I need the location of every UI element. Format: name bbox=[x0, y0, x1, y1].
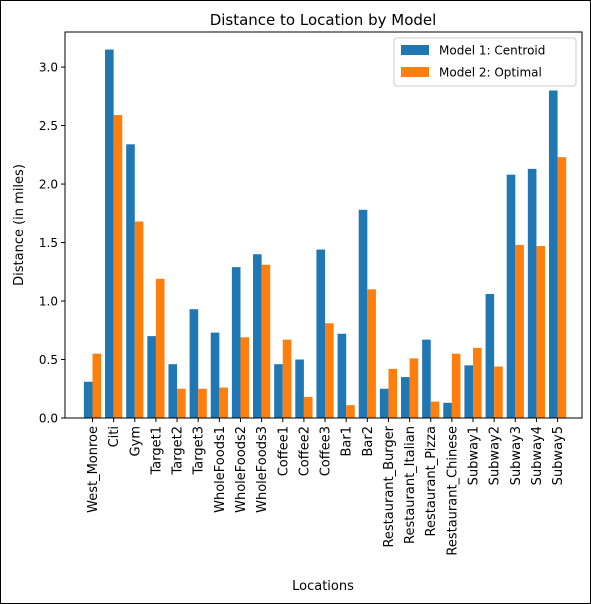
x-tick-label: Bar2 bbox=[361, 426, 376, 457]
bar-centroid-citi bbox=[105, 49, 114, 418]
bar-optimal-target3 bbox=[198, 388, 207, 418]
bar-optimal-target2 bbox=[177, 388, 186, 418]
bar-optimal-citi bbox=[113, 115, 123, 418]
bar-centroid-target2 bbox=[168, 364, 178, 418]
bar-centroid-wholefoods2 bbox=[231, 267, 241, 418]
bar-centroid-wholefoods1 bbox=[210, 332, 220, 418]
y-tick-label: 1.0 bbox=[39, 295, 58, 309]
bar-optimal-subway1 bbox=[473, 347, 482, 418]
x-tick-label: Subway5 bbox=[551, 426, 566, 485]
bar-centroid-target1 bbox=[147, 336, 156, 418]
bar-optimal-target1 bbox=[155, 278, 165, 418]
x-tick-label: Target1 bbox=[149, 426, 164, 476]
x-tick-label: Restaurant_Pizza bbox=[424, 426, 439, 536]
legend-swatch bbox=[401, 67, 429, 77]
x-tick-label: Restaurant_Chinese bbox=[445, 426, 460, 556]
x-tick-label: Subway3 bbox=[509, 426, 524, 485]
bar-centroid-subway4 bbox=[527, 168, 537, 418]
bars-group bbox=[83, 49, 567, 419]
legend-label: Model 2: Optimal bbox=[439, 66, 542, 80]
bar-optimal-subway2 bbox=[494, 366, 503, 418]
bar-centroid-coffee2 bbox=[295, 359, 304, 418]
x-tick-label: Subway1 bbox=[467, 426, 482, 485]
bar-optimal-subway4 bbox=[536, 246, 546, 418]
bar-optimal-coffee3 bbox=[325, 323, 334, 418]
bar-centroid-coffee3 bbox=[316, 249, 326, 418]
bar-optimal-coffee2 bbox=[303, 396, 313, 418]
y-tick-label: 3.0 bbox=[39, 61, 58, 75]
x-tick-label: Bar1 bbox=[340, 426, 355, 457]
x-tick-label: WholeFoods2 bbox=[234, 426, 249, 513]
x-tick-label: Restaurant_Italian bbox=[403, 426, 418, 544]
x-tick-label: Coffee3 bbox=[319, 426, 334, 476]
bar-centroid-bar1 bbox=[337, 333, 347, 418]
x-axis-label: Locations bbox=[292, 579, 354, 594]
bar-optimal-gym bbox=[134, 221, 144, 418]
x-tick-label: Subway4 bbox=[530, 426, 545, 485]
bar-centroid-coffee1 bbox=[274, 364, 283, 418]
x-tick-label: Coffee1 bbox=[276, 426, 291, 476]
x-tick-label: Citi bbox=[107, 426, 122, 447]
legend-label: Model 1: Centroid bbox=[439, 44, 545, 58]
y-axis-label: Distance (in miles) bbox=[12, 164, 27, 286]
bar-optimal-bar2 bbox=[367, 289, 376, 418]
legend-box bbox=[393, 37, 577, 87]
bar-optimal-west_monroe bbox=[92, 353, 102, 418]
bar-centroid-restaurant_burger bbox=[379, 388, 389, 418]
bar-centroid-restaurant_pizza bbox=[422, 339, 431, 418]
legend: Model 1: Centroid Model 2: Optimal bbox=[393, 37, 577, 87]
bar-centroid-subway5 bbox=[548, 90, 558, 418]
x-tick-label: Subway2 bbox=[488, 426, 503, 485]
bar-optimal-restaurant_pizza bbox=[430, 401, 440, 418]
plot-area-border bbox=[64, 31, 583, 419]
y-tick-label: 2.0 bbox=[39, 178, 58, 192]
bar-centroid-restaurant_italian bbox=[401, 377, 410, 418]
bar-optimal-subway5 bbox=[557, 157, 567, 418]
bar-centroid-wholefoods3 bbox=[253, 254, 262, 418]
bar-optimal-restaurant_burger bbox=[388, 368, 398, 418]
x-tick-label: Target2 bbox=[171, 426, 186, 476]
x-tick-label: West_Monroe bbox=[86, 426, 101, 513]
bar-centroid-subway1 bbox=[464, 365, 474, 418]
x-tick-label: Gym bbox=[128, 426, 143, 456]
y-tick-label: 1.5 bbox=[39, 236, 58, 250]
bar-centroid-restaurant_chinese bbox=[443, 402, 452, 418]
y-axis: 0.0 0.5 1.0 1.5 2.0 2.5 3.0 bbox=[39, 61, 65, 426]
bar-optimal-wholefoods2 bbox=[240, 337, 250, 418]
y-tick-label: 2.5 bbox=[39, 119, 58, 133]
bar-centroid-subway2 bbox=[485, 294, 495, 418]
bar-optimal-wholefoods1 bbox=[219, 387, 228, 418]
bar-centroid-target3 bbox=[189, 309, 199, 418]
x-axis: West_Monroe Citi Gym Target1 Target2 Target3 W… bbox=[86, 418, 566, 556]
bar-centroid-west_monroe bbox=[83, 381, 93, 418]
chart-title: Distance to Location by Model bbox=[210, 11, 437, 29]
x-tick-label: Coffee2 bbox=[297, 426, 312, 476]
legend-swatch bbox=[401, 45, 429, 55]
bar-optimal-subway3 bbox=[515, 244, 524, 418]
x-tick-label: WholeFoods3 bbox=[255, 426, 270, 513]
bar-optimal-restaurant_chinese bbox=[451, 353, 461, 418]
bar-optimal-bar1 bbox=[346, 405, 355, 418]
bar-optimal-wholefoods3 bbox=[261, 264, 271, 418]
x-tick-label: Restaurant_Burger bbox=[382, 425, 397, 547]
bar-centroid-gym bbox=[126, 144, 135, 419]
y-tick-label: 0.5 bbox=[39, 353, 58, 367]
bar-centroid-bar2 bbox=[358, 209, 368, 418]
y-tick-label: 0.0 bbox=[39, 412, 58, 426]
x-tick-label: Target3 bbox=[192, 426, 207, 476]
bar-optimal-restaurant_italian bbox=[409, 358, 419, 418]
bar-optimal-coffee1 bbox=[282, 339, 292, 418]
bar-centroid-subway3 bbox=[506, 174, 516, 418]
x-tick-label: WholeFoods1 bbox=[213, 426, 228, 513]
